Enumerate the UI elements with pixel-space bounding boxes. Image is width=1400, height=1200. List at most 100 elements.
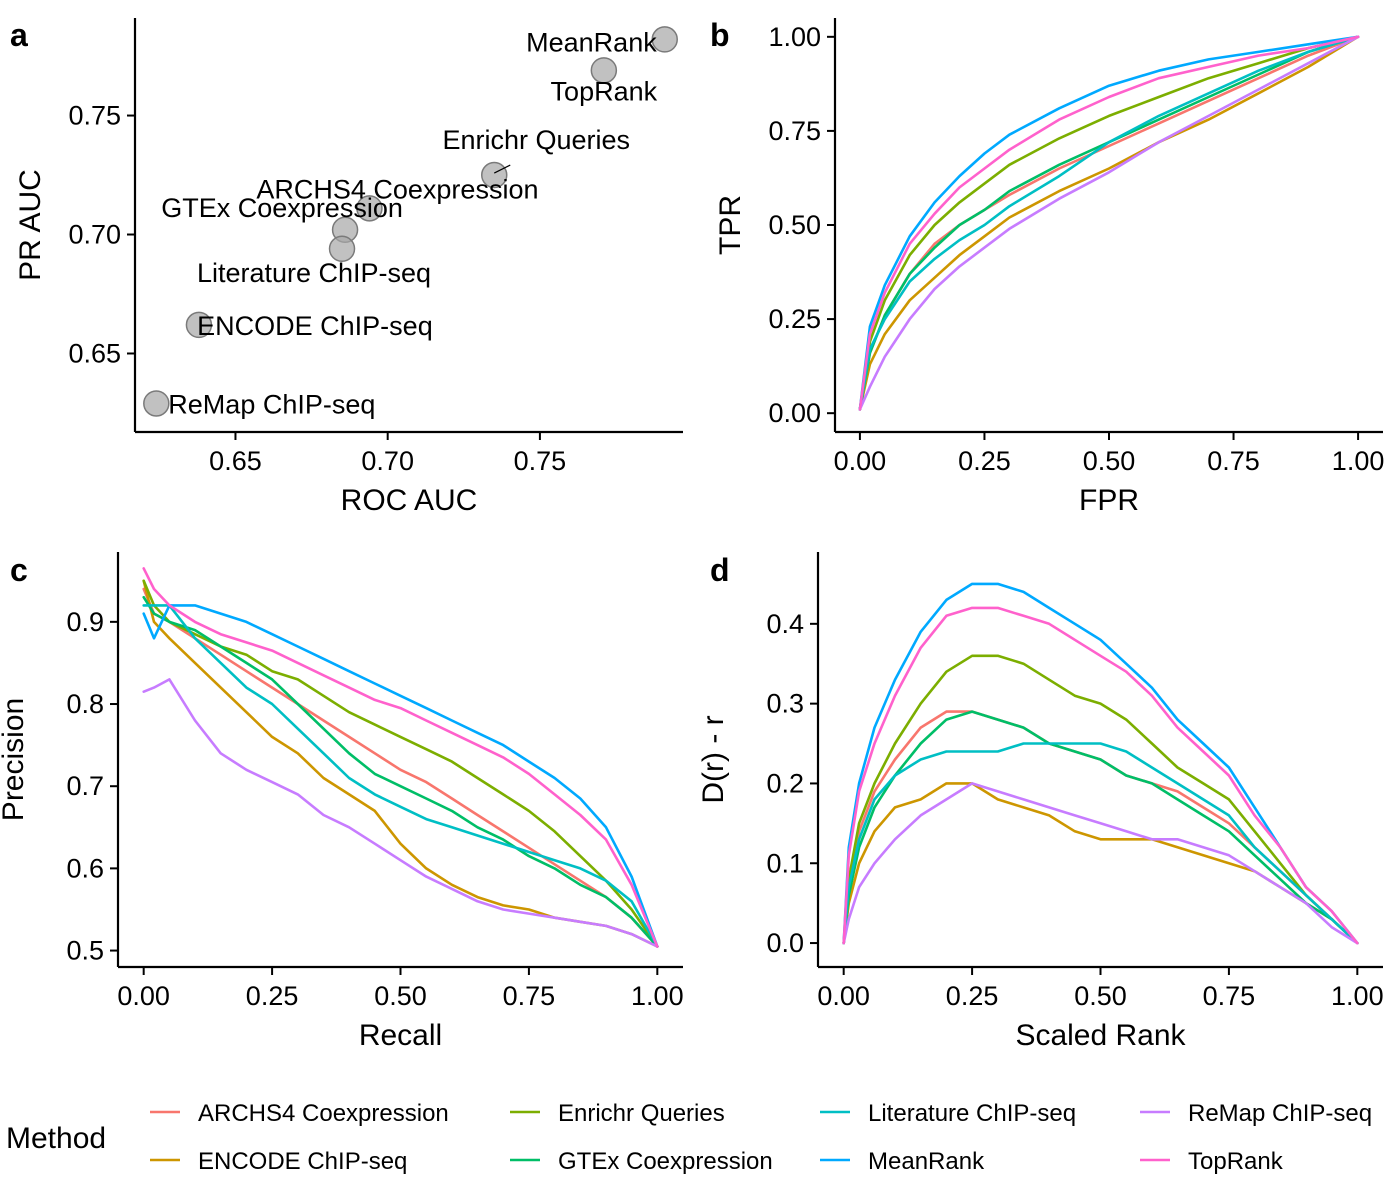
y-tick-label: 0.1: [766, 848, 804, 878]
y-tick-label: 0.7: [66, 771, 104, 801]
series-line-literature-chip-seq: [142, 604, 659, 948]
series-line-meanrank: [842, 582, 1359, 945]
y-tick-label: 0.9: [66, 607, 104, 637]
x-tick-label: 0.70: [361, 446, 414, 476]
y-axis-title: TPR: [714, 195, 747, 255]
x-tick-label: 0.50: [374, 981, 427, 1011]
series-line-encode-chip-seq: [858, 35, 1360, 411]
y-tick-label: 0.70: [68, 220, 121, 250]
legend-label-toprank: TopRank: [1188, 1148, 1284, 1175]
legend-label-encode-chip-seq: ENCODE ChIP-seq: [198, 1148, 407, 1175]
panel-d: d 0.00 0.25 0.50 0.75 1.00 0.0 0.1 0.2 0.3 0.4 Scal…: [697, 552, 1384, 1052]
x-tick-label: 0.25: [946, 981, 999, 1011]
panel-letter: c: [10, 552, 28, 588]
x-tick-label: 0.00: [117, 981, 170, 1011]
series-line-meanrank: [142, 604, 659, 948]
series-line-toprank: [842, 606, 1359, 945]
panel-letter: b: [710, 17, 730, 53]
series-line-remap-chip-seq: [858, 35, 1360, 411]
x-axis-title: ROC AUC: [341, 484, 478, 517]
y-axis-title: PR AUC: [14, 169, 47, 281]
x-tick-label: 1.00: [631, 981, 684, 1011]
panel-b: b 0.00 0.25 0.50 0.75 1.00 0.00 0.25 0.50 0.75 1.0…: [710, 17, 1384, 517]
y-tick-label: 0.75: [68, 101, 121, 131]
y-tick-label: 0.6: [66, 853, 104, 883]
legend-label-meanrank: MeanRank: [868, 1148, 985, 1175]
point-archs4-coexpression: [356, 195, 383, 222]
series-line-remap-chip-seq: [842, 782, 1359, 945]
y-tick-label: 0.2: [766, 768, 804, 798]
y-axis-title: D(r) - r: [697, 715, 730, 803]
point-label-archs4-coexpression: ARCHS4 Coexpression: [256, 174, 538, 204]
legend-label-gtex-coexpression: GTEx Coexpression: [558, 1148, 773, 1175]
series-line-enrichr-queries: [858, 35, 1360, 411]
x-tick-label: 0.75: [1203, 981, 1256, 1011]
x-tick-label: 0.25: [958, 446, 1011, 476]
series-line-meanrank: [858, 35, 1360, 411]
point-label-toprank: TopRank: [551, 76, 658, 106]
y-tick-label: 0.3: [766, 689, 804, 719]
y-axis-title: Precision: [0, 698, 30, 821]
series-line-archs4-coexpression: [858, 35, 1360, 411]
x-tick-label: 0.75: [503, 981, 556, 1011]
x-tick-label: 1.00: [1331, 981, 1384, 1011]
legend-label-enrichr-queries: Enrichr Queries: [558, 1100, 725, 1127]
series-line-enrichr-queries: [842, 654, 1359, 945]
y-tick-label: 0.5: [66, 936, 104, 966]
y-tick-label: 0.4: [766, 609, 804, 639]
legend-label-literature-chip-seq: Literature ChIP-seq: [868, 1100, 1076, 1127]
x-axis-title: Scaled Rank: [1015, 1019, 1186, 1052]
y-tick-label: 0.65: [68, 338, 121, 368]
x-axis-title: Recall: [359, 1019, 442, 1052]
point-toprank: [590, 57, 618, 84]
point-label-meanrank: MeanRank: [526, 27, 657, 57]
x-tick-label: 0.50: [1074, 981, 1127, 1011]
point-remap-chip-seq: [143, 390, 170, 417]
legend-label-remap-chip-seq: ReMap ChIP-seq: [1188, 1100, 1372, 1127]
point-enrichr-queries: [480, 161, 508, 189]
point-label-encode-chip-seq: ENCODE ChIP-seq: [197, 311, 433, 341]
series-line-gtex-coexpression: [842, 710, 1359, 945]
series-line-enrichr-queries: [142, 579, 659, 948]
point-encode-chip-seq: [185, 311, 213, 339]
series-line-archs4-coexpression: [142, 587, 659, 948]
x-axis-title: FPR: [1079, 484, 1139, 517]
label-leader: [493, 164, 511, 174]
y-tick-label: 1.00: [768, 22, 821, 52]
series-line-archs4-coexpression: [842, 710, 1359, 945]
y-tick-label: 0.75: [768, 116, 821, 146]
legend-label-archs4-coexpression: ARCHS4 Coexpression: [198, 1100, 449, 1127]
panel-a: a 0.65 0.70 0.75 0.65 0.70 0.75 ROC AUC PR AUC Me…: [10, 17, 683, 517]
panel-c: c 0.00 0.25 0.50 0.75 1.00 0.5 0.6 0.7 0.8 0.9 Reca…: [0, 552, 684, 1052]
legend-title: Method: [6, 1122, 106, 1155]
series-line-literature-chip-seq: [858, 35, 1360, 411]
y-tick-label: 0.0: [766, 928, 804, 958]
point-meanrank: [651, 26, 678, 53]
x-tick-label: 0.75: [1207, 446, 1260, 476]
legend: Method ARCHS4 Coexpression ENCODE ChIP-seq…: [6, 1100, 1372, 1175]
point-label-literature-chip-seq: Literature ChIP-seq: [197, 258, 431, 288]
series-line-remap-chip-seq: [142, 678, 659, 948]
x-tick-label: 0.25: [246, 981, 299, 1011]
series-line-encode-chip-seq: [142, 579, 659, 948]
x-tick-label: 0.65: [209, 446, 262, 476]
x-tick-label: 0.00: [817, 981, 870, 1011]
panel-letter: d: [710, 552, 730, 588]
point-literature-chip-seq: [328, 235, 356, 263]
series-line-gtex-coexpression: [142, 595, 659, 948]
point-label-enrichr-queries: Enrichr Queries: [442, 125, 630, 155]
point-label-gtex-coexpression: GTEx Coexpression: [161, 193, 403, 223]
x-tick-label: 0.00: [834, 446, 887, 476]
y-tick-label: 0.50: [768, 210, 821, 240]
series-line-gtex-coexpression: [858, 35, 1360, 411]
y-tick-label: 0.8: [66, 689, 104, 719]
series-line-literature-chip-seq: [842, 742, 1359, 945]
x-tick-label: 0.50: [1083, 446, 1136, 476]
series-line-toprank: [858, 35, 1360, 411]
series-line-toprank: [142, 567, 659, 948]
panel-letter: a: [10, 17, 28, 53]
x-tick-label: 1.00: [1332, 446, 1385, 476]
y-tick-label: 0.25: [768, 304, 821, 334]
point-label-remap-chip-seq: ReMap ChIP-seq: [168, 389, 375, 419]
